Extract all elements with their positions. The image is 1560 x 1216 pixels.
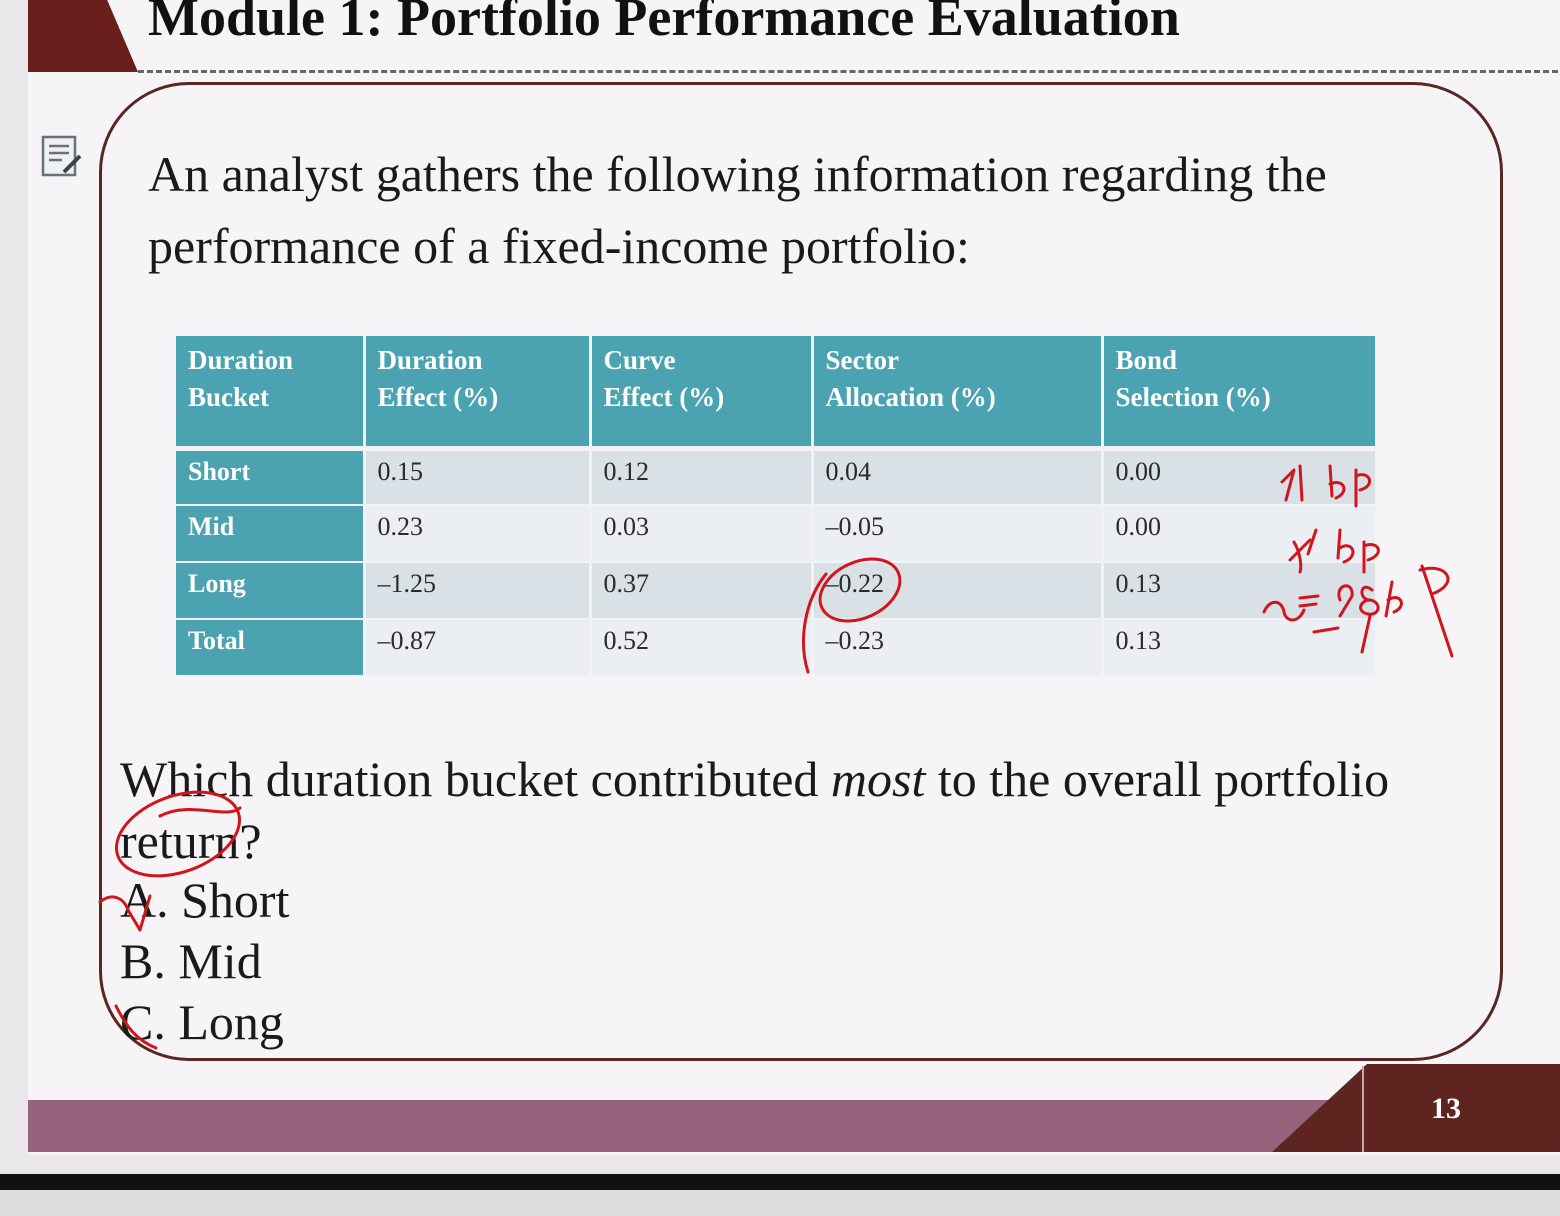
table-cell: –0.87 — [364, 619, 592, 677]
performance-table: Duration Bucket Duration Effect (%) Curve E… — [176, 336, 1378, 677]
option-c[interactable]: C. Long — [120, 994, 284, 1050]
row-label: Total — [176, 619, 366, 677]
page-number: 13 — [1431, 1092, 1461, 1125]
column-header: Sector Allocation (%) — [812, 336, 1104, 451]
content-frame — [99, 82, 1503, 1061]
table-cell: 0.03 — [590, 505, 814, 563]
table-cell: –1.25 — [364, 562, 592, 620]
table-cell: –0.05 — [812, 505, 1104, 563]
table-cell: 0.15 — [364, 448, 592, 506]
table-cell: 0.13 — [1102, 562, 1378, 620]
option-b[interactable]: B. Mid — [120, 933, 262, 989]
table-cell: 0.00 — [1102, 505, 1378, 563]
table-cell: 0.13 — [1102, 619, 1378, 677]
intro-text: An analyst gathers the following informa… — [148, 146, 1327, 274]
question-emphasis: most — [830, 751, 926, 807]
table-cell: –0.23 — [812, 619, 1104, 677]
table-cell: 0.52 — [590, 619, 814, 677]
column-header: Bond Selection (%) — [1102, 336, 1378, 451]
table-row: Mid 0.23 0.03 –0.05 0.00 — [176, 505, 1378, 563]
row-label: Long — [176, 562, 366, 620]
table-row: Short 0.15 0.12 0.04 0.00 — [176, 448, 1378, 506]
option-a[interactable]: A. Short — [120, 872, 290, 928]
table-cell: –0.22 — [812, 562, 1104, 620]
row-label: Mid — [176, 505, 366, 563]
bottom-strip — [0, 1190, 1560, 1216]
table-row: Total –0.87 0.52 –0.23 0.13 — [176, 619, 1378, 677]
column-header: Curve Effect (%) — [590, 336, 814, 451]
table-cell: 0.04 — [812, 448, 1104, 506]
column-header: Duration Effect (%) — [364, 336, 592, 451]
footer-bar — [28, 1100, 1328, 1152]
table-cell: 0.12 — [590, 448, 814, 506]
title-divider — [138, 70, 1558, 73]
bottom-border — [0, 1174, 1560, 1190]
table-cell: 0.00 — [1102, 448, 1378, 506]
row-label: Short — [176, 448, 366, 506]
table-header-row: Duration Bucket Duration Effect (%) Curve E… — [176, 336, 1378, 451]
edit-note-icon — [41, 135, 82, 177]
table-row: Long –1.25 0.37 –0.22 0.13 — [176, 562, 1378, 620]
question-text: Which duration bucket contributed most t… — [120, 751, 1390, 869]
column-header: Duration Bucket — [176, 336, 366, 451]
table-cell: 0.37 — [590, 562, 814, 620]
footer-divider — [1362, 1066, 1364, 1152]
slide-title: Module 1: Portfolio Performance Evaluati… — [148, 0, 1180, 47]
table-cell: 0.23 — [364, 505, 592, 563]
